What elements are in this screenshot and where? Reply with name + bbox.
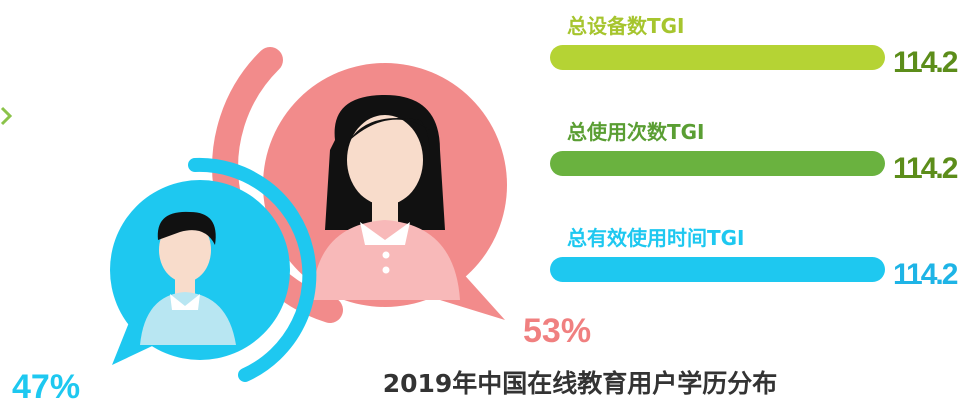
male-percent: 47% bbox=[12, 368, 80, 406]
metric-bar bbox=[550, 45, 885, 70]
female-percent: 53% bbox=[523, 312, 591, 350]
page: {"title": "2019年中国在线教育用户学历分布", "gender":… bbox=[0, 0, 963, 407]
metric-value: 114.2 bbox=[893, 258, 958, 291]
metric-label: 总有效使用时间TGI bbox=[567, 226, 745, 250]
decor bbox=[2, 108, 10, 124]
metric-value: 114.2 bbox=[893, 152, 958, 185]
male-bubble bbox=[110, 165, 309, 375]
infographic: 47% 53% 2019年中国在线教育用户学历分布 总设备数TGI 114.2 总使… bbox=[0, 0, 963, 407]
title: 2019年中国在线教育用户学历分布 bbox=[383, 369, 778, 398]
metric-label: 总使用次数TGI bbox=[567, 120, 705, 144]
metrics: 总设备数TGI 114.2 总使用次数TGI 114.2 总有效使用时间TGI 114.2 bbox=[550, 14, 958, 291]
metric-label: 总设备数TGI bbox=[567, 14, 685, 38]
metric-value: 114.2 bbox=[893, 46, 958, 79]
metric-bar bbox=[550, 257, 885, 282]
metric-bar bbox=[550, 151, 885, 176]
